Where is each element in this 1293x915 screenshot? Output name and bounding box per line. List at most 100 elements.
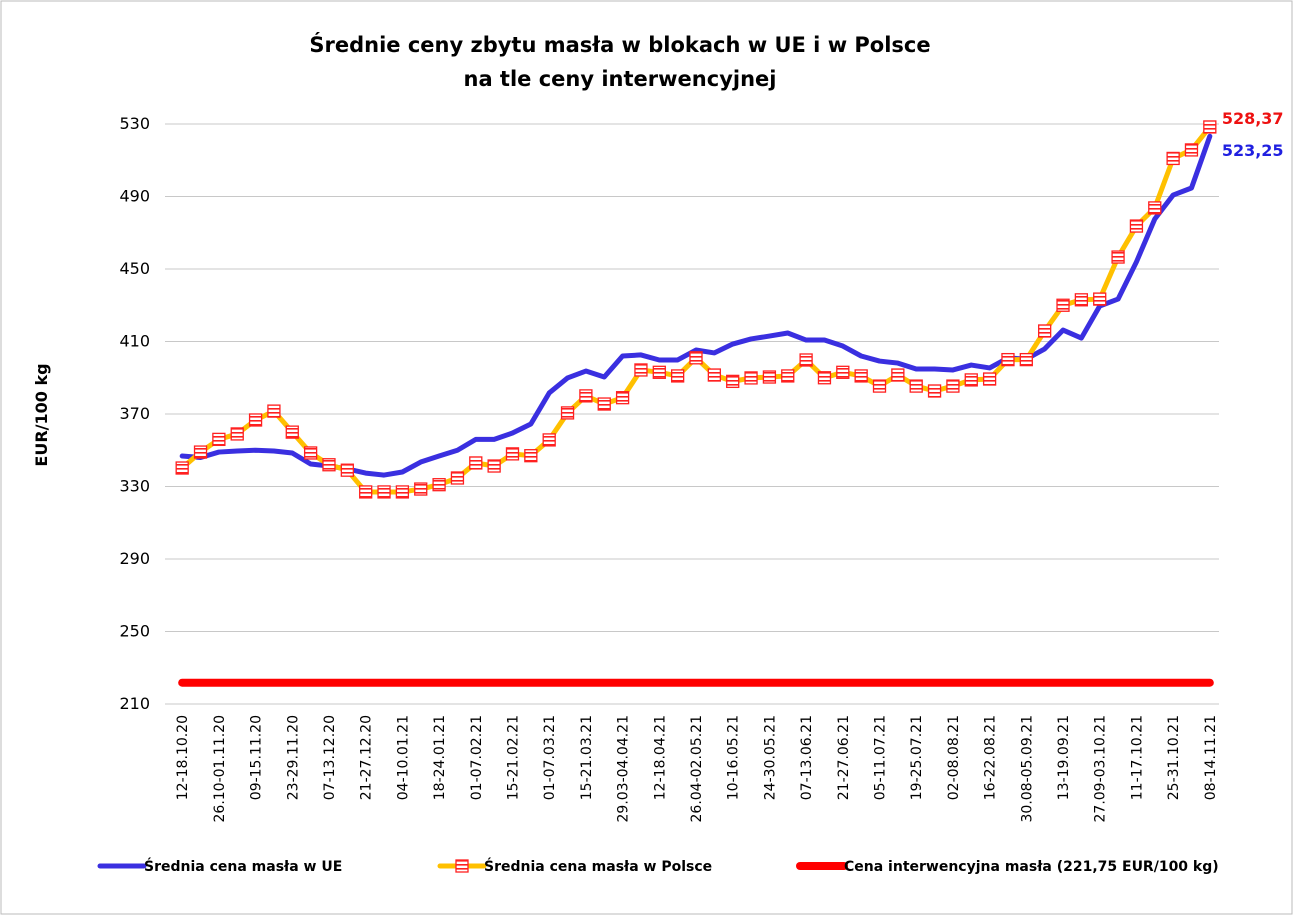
data-point xyxy=(1203,120,1217,134)
x-tick-label: 26.04-02.05.21 xyxy=(689,715,705,822)
data-point xyxy=(854,369,868,383)
x-tick-label: 04-10.01.21 xyxy=(395,715,411,800)
x-tick-label: 16-22.08.21 xyxy=(983,715,999,800)
legend-label: Średnia cena masła w Polsce xyxy=(484,857,712,875)
x-tick-label: 12-18.10.20 xyxy=(175,715,191,800)
data-point xyxy=(872,379,887,393)
data-point xyxy=(744,371,758,385)
y-tick-label: 410 xyxy=(119,332,150,351)
x-tick-label: 19-25.07.21 xyxy=(909,715,925,800)
legend-label: Cena interwencyjna masła (221,75 EUR/100… xyxy=(844,859,1219,875)
data-point xyxy=(1148,201,1162,215)
x-tick-label: 11-17.10.21 xyxy=(1129,715,1145,800)
chart-title: Średnie ceny zbytu masła w blokach w UE … xyxy=(309,32,930,57)
x-tick-label: 21-27.06.21 xyxy=(836,715,852,800)
x-tick-label: 21-27.12.20 xyxy=(359,715,375,800)
data-point xyxy=(597,397,611,411)
data-label: 528,37 xyxy=(1222,109,1284,128)
data-point xyxy=(946,379,960,393)
data-point xyxy=(1166,151,1180,166)
y-axis-label: EUR/100 kg xyxy=(32,363,51,466)
data-point xyxy=(707,368,722,382)
data-point xyxy=(726,374,740,389)
data-point xyxy=(1001,352,1015,367)
data-point xyxy=(1038,324,1052,338)
x-tick-label: 29.03-04.04.21 xyxy=(616,715,632,822)
data-point xyxy=(560,406,575,420)
x-tick-label: 26.10-01.11.20 xyxy=(212,715,228,822)
x-tick-label: 18-24.01.21 xyxy=(432,715,448,800)
data-point xyxy=(322,458,336,472)
x-tick-label: 15-21.02.21 xyxy=(505,715,521,800)
x-tick-label: 23-29.11.20 xyxy=(285,715,301,800)
data-point xyxy=(615,391,630,405)
x-tick-label: 02-08.08.21 xyxy=(946,715,962,800)
data-point xyxy=(689,351,703,365)
y-tick-label: 290 xyxy=(119,549,150,568)
x-tick-label: 09-15.11.20 xyxy=(249,715,265,800)
data-point xyxy=(524,449,538,463)
data-point xyxy=(1056,298,1070,312)
x-tick-label: 05-11.07.21 xyxy=(873,715,889,800)
x-tick-label: 01-07.02.21 xyxy=(469,715,485,800)
x-tick-label: 08-14.11.21 xyxy=(1203,715,1219,800)
data-label: 523,25 xyxy=(1222,141,1284,160)
chart-title: na tle ceny interwencyjnej xyxy=(464,67,777,91)
data-point xyxy=(982,372,997,386)
data-point xyxy=(579,389,593,403)
data-point xyxy=(1184,143,1199,157)
y-tick-label: 370 xyxy=(119,404,150,423)
data-point xyxy=(909,379,923,393)
data-point xyxy=(1093,292,1107,306)
data-point xyxy=(762,370,777,384)
data-point xyxy=(781,369,795,383)
x-tick-label: 10-16.05.21 xyxy=(726,715,742,800)
data-point xyxy=(267,404,281,418)
legend-marker xyxy=(455,859,469,873)
data-point xyxy=(248,413,263,427)
data-point xyxy=(1111,250,1125,264)
x-tick-label: 12-18.04.21 xyxy=(652,715,668,800)
data-point xyxy=(927,384,942,398)
data-point xyxy=(505,447,520,461)
data-point xyxy=(414,482,428,496)
x-tick-label: 07-13.12.20 xyxy=(322,715,338,800)
y-tick-label: 530 xyxy=(119,114,150,133)
data-point xyxy=(799,353,813,367)
data-point xyxy=(193,445,208,459)
data-point xyxy=(817,371,832,385)
data-point xyxy=(1074,293,1089,307)
data-point xyxy=(836,365,850,379)
data-point xyxy=(542,433,556,447)
x-tick-label: 13-19.09.21 xyxy=(1056,715,1072,800)
data-point xyxy=(340,463,354,477)
data-point xyxy=(1019,352,1033,367)
x-tick-label: 15-21.03.21 xyxy=(579,715,595,800)
data-point xyxy=(359,485,373,499)
x-tick-label: 01-07.03.21 xyxy=(542,715,558,800)
data-point xyxy=(487,459,501,473)
data-point xyxy=(212,432,226,447)
x-tick-label: 24-30.05.21 xyxy=(762,715,778,800)
y-tick-label: 490 xyxy=(119,187,150,206)
data-point xyxy=(395,485,410,499)
data-point xyxy=(230,427,244,441)
data-point xyxy=(450,471,465,485)
data-point xyxy=(1129,219,1144,233)
data-point xyxy=(891,368,905,382)
data-point xyxy=(285,425,299,439)
x-tick-label: 25-31.10.21 xyxy=(1166,715,1182,800)
data-point xyxy=(670,369,685,383)
data-point xyxy=(303,446,318,460)
data-point xyxy=(377,485,391,499)
y-tick-label: 450 xyxy=(119,259,150,278)
y-tick-label: 250 xyxy=(119,622,150,641)
data-point xyxy=(469,456,483,470)
data-point xyxy=(634,363,648,377)
data-point xyxy=(175,461,189,475)
data-point xyxy=(964,373,978,387)
data-point xyxy=(432,478,446,492)
x-tick-label: 27.09-03.10.21 xyxy=(1093,715,1109,822)
